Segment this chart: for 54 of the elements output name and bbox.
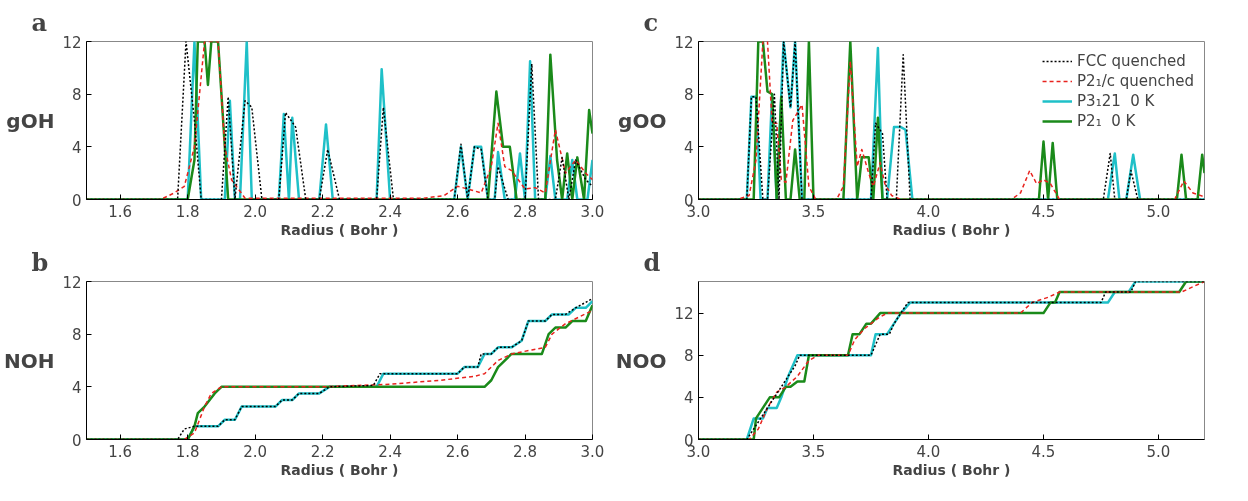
x-tick-label: 4.5 (1031, 442, 1056, 461)
y-tick-label: 8 (683, 347, 694, 366)
y-tick-label: 12 (62, 33, 82, 52)
y-tick-label: 12 (62, 273, 82, 292)
y-axis-title: NOH (3, 348, 55, 373)
legend-label: P3₁21 0 K (1077, 92, 1155, 110)
x-axis-title: Radius ( Bohr ) (280, 221, 399, 238)
y-tick-label: 8 (71, 86, 82, 105)
y-tick-label: 4 (683, 389, 694, 408)
x-tick-label: 2.2 (310, 202, 335, 221)
x-tick-label: 2.6 (445, 202, 470, 221)
y-tick-label: 0 (71, 431, 82, 450)
y-tick-label: 8 (71, 326, 82, 345)
legend-label: FCC quenched (1077, 52, 1186, 70)
y-tick-label: 4 (683, 138, 694, 157)
x-tick-label: 4.5 (1031, 202, 1056, 221)
x-tick-label: 1.8 (175, 442, 200, 461)
y-tick-label: 12 (674, 33, 694, 52)
x-axis-title: Radius ( Bohr ) (892, 221, 1011, 238)
legend-label: P2₁ 0 K (1077, 112, 1136, 130)
chart-title: a (31, 7, 48, 37)
y-axis-title: NOO (615, 348, 667, 373)
x-tick-label: 2.0 (243, 442, 268, 461)
x-tick-label: 3.0 (580, 202, 605, 221)
x-tick-label: 3.5 (801, 442, 826, 461)
x-tick-label: 2.8 (513, 202, 537, 221)
x-tick-label: 2.8 (513, 442, 537, 461)
y-tick-label: 12 (674, 305, 694, 324)
chart-title: b (31, 247, 49, 277)
y-tick-label: 4 (71, 378, 82, 397)
x-tick-label: 2.6 (445, 442, 470, 461)
x-tick-label: 1.6 (108, 442, 133, 461)
x-tick-label: 2.4 (378, 442, 403, 461)
x-axis-title: Radius ( Bohr ) (280, 461, 399, 478)
x-tick-label: 5.0 (1146, 202, 1171, 221)
chart-title: d (643, 247, 661, 277)
x-tick-label: 2.4 (378, 202, 403, 221)
x-tick-label: 2.0 (243, 202, 268, 221)
chart-title: c (643, 7, 659, 37)
y-tick-label: 0 (71, 191, 82, 210)
x-tick-label: 1.8 (175, 202, 200, 221)
x-tick-label: 3.5 (801, 202, 826, 221)
x-tick-label: 4.0 (916, 202, 941, 221)
x-tick-label: 3.0 (580, 442, 605, 461)
x-tick-label: 4.0 (916, 442, 941, 461)
y-tick-label: 8 (683, 86, 694, 105)
y-axis-title: gOO (618, 108, 667, 133)
x-tick-label: 1.6 (108, 202, 133, 221)
x-axis-title: Radius ( Bohr ) (892, 461, 1011, 478)
y-tick-label: 4 (71, 138, 82, 157)
legend-label: P2₁/c quenched (1077, 72, 1194, 90)
x-tick-label: 5.0 (1146, 442, 1171, 461)
x-tick-label: 2.2 (310, 442, 335, 461)
y-axis-title: gOH (6, 108, 55, 133)
